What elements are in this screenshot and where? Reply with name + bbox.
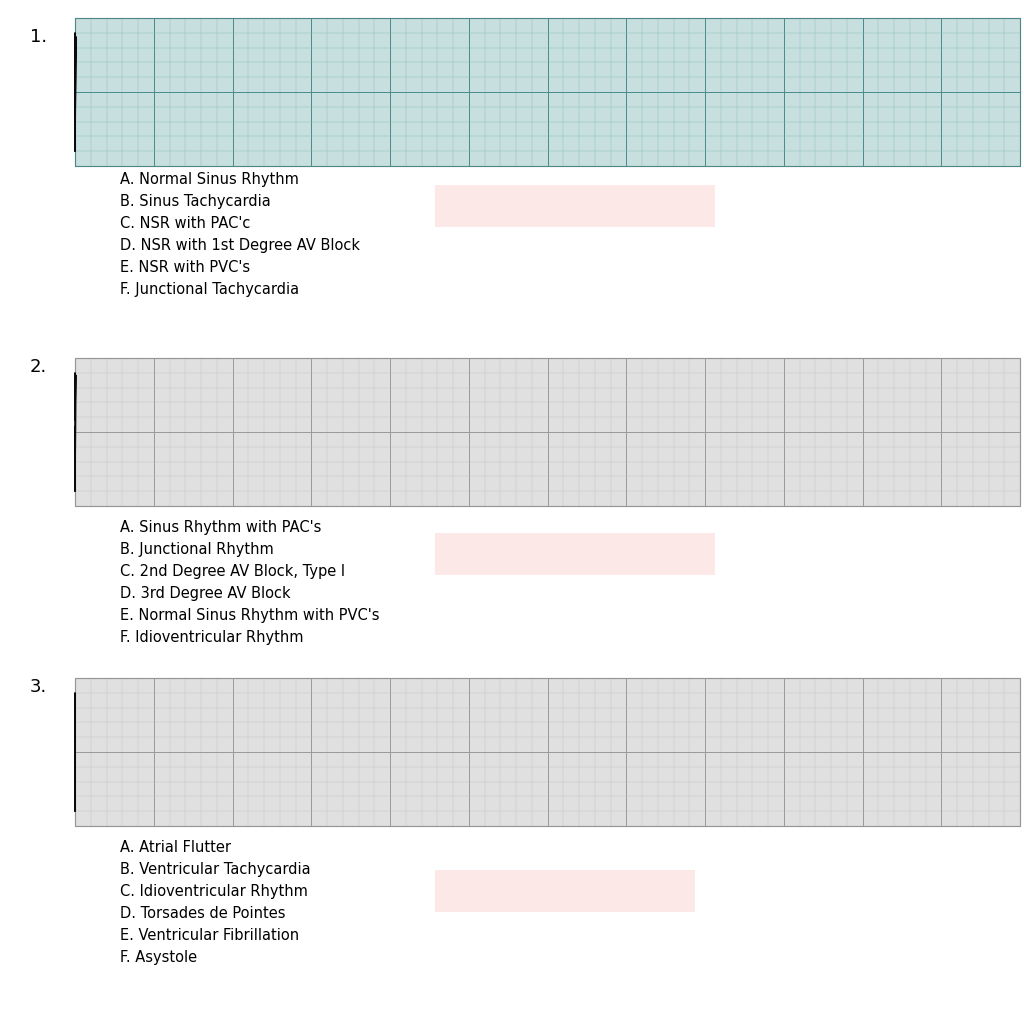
Text: A. Atrial Flutter: A. Atrial Flutter (120, 840, 231, 855)
Text: F. Asystole: F. Asystole (120, 950, 198, 965)
Text: C. Idioventricular Rhythm: C. Idioventricular Rhythm (120, 884, 308, 899)
Text: B. Sinus Tachycardia: B. Sinus Tachycardia (120, 194, 270, 209)
Text: B. Junctional Rhythm: B. Junctional Rhythm (120, 542, 273, 557)
Text: E. NSR with PVC's: E. NSR with PVC's (120, 260, 250, 275)
Bar (435, 533, 715, 575)
Text: 3.: 3. (30, 678, 47, 696)
Text: B. Ventricular Tachycardia: B. Ventricular Tachycardia (120, 862, 310, 877)
Text: 1.: 1. (30, 28, 47, 46)
Text: C. 2nd Degree AV Block, Type I: C. 2nd Degree AV Block, Type I (120, 564, 345, 579)
Text: D. NSR with 1st Degree AV Block: D. NSR with 1st Degree AV Block (120, 238, 360, 252)
Text: A. Normal Sinus Rhythm: A. Normal Sinus Rhythm (120, 172, 299, 187)
Text: E. Ventricular Fibrillation: E. Ventricular Fibrillation (120, 928, 299, 943)
Bar (75, 358, 1020, 506)
Text: F. Junctional Tachycardia: F. Junctional Tachycardia (120, 282, 299, 297)
Text: D. 3rd Degree AV Block: D. 3rd Degree AV Block (120, 586, 291, 601)
Text: A. Sinus Rhythm with PAC's: A. Sinus Rhythm with PAC's (120, 520, 322, 535)
Text: F. Idioventricular Rhythm: F. Idioventricular Rhythm (120, 630, 303, 645)
Text: E. Normal Sinus Rhythm with PVC's: E. Normal Sinus Rhythm with PVC's (120, 608, 380, 623)
Bar (75, 18, 1020, 166)
Bar (435, 870, 695, 912)
Bar (75, 678, 1020, 826)
Text: D. Torsades de Pointes: D. Torsades de Pointes (120, 906, 286, 921)
Text: C. NSR with PAC'c: C. NSR with PAC'c (120, 216, 251, 231)
Bar (435, 185, 715, 227)
Text: 2.: 2. (30, 358, 47, 376)
